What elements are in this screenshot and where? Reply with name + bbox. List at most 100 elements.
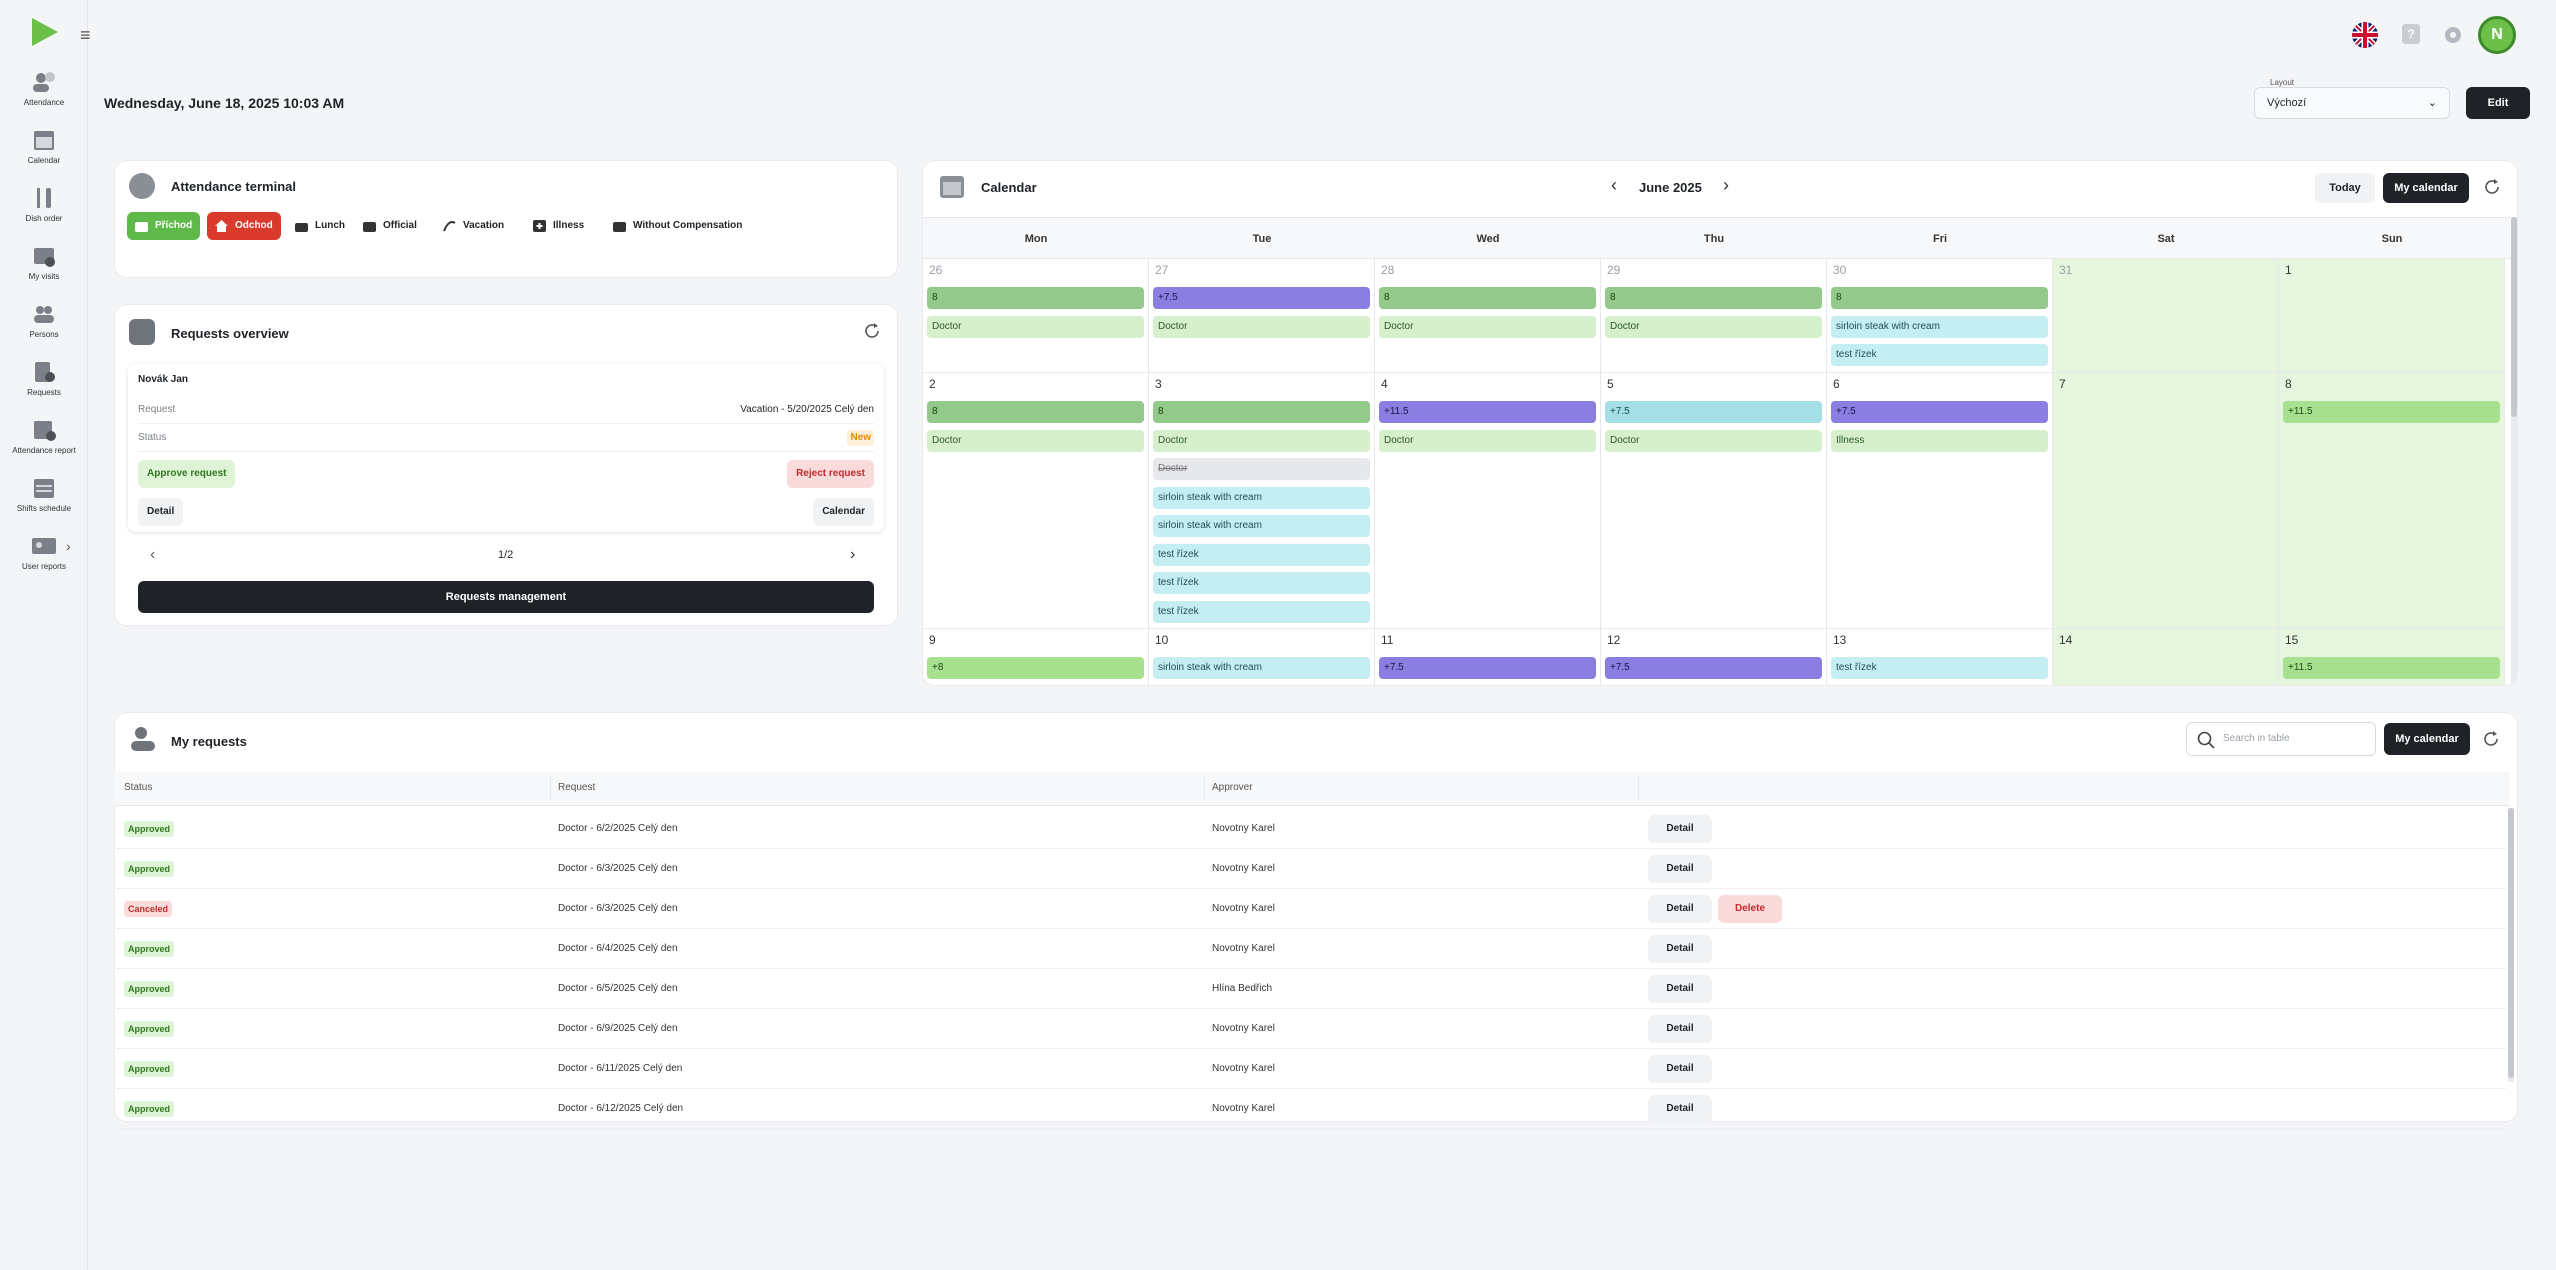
delete-button[interactable]: Delete <box>1718 895 1782 923</box>
calendar-day-cell[interactable]: 6 +7.5 Illness <box>1827 373 2053 629</box>
table-scrollbar[interactable] <box>2508 808 2514 1082</box>
app-logo-icon[interactable] <box>28 16 60 48</box>
column-header-approver[interactable]: Approver <box>1212 782 1253 793</box>
detail-button[interactable]: Detail <box>1648 1015 1712 1043</box>
departure-button[interactable]: Odchod <box>207 212 281 240</box>
calendar-day-cell[interactable]: 31 <box>2053 259 2279 373</box>
calendar-event[interactable]: sirloin steak with cream <box>1831 315 2048 338</box>
detail-button[interactable]: Detail <box>1648 815 1712 843</box>
calendar-event[interactable]: Doctor <box>1379 315 1596 338</box>
calendar-day-cell[interactable]: 29 8 Doctor <box>1601 259 1827 373</box>
search-input[interactable]: Search in table <box>2186 722 2376 756</box>
calendar-day-cell[interactable]: 1 <box>2279 259 2505 373</box>
calendar-event[interactable]: Doctor <box>1379 429 1596 452</box>
sidebar-item-requests[interactable]: Requests <box>0 360 88 397</box>
approve-request-button[interactable]: Approve request <box>138 460 236 488</box>
illness-button[interactable]: Illness <box>525 212 592 240</box>
arrival-button[interactable]: Příchod <box>127 212 201 240</box>
sidebar-item-persons[interactable]: Persons <box>0 302 88 339</box>
calendar-day-cell[interactable]: 28 8 Doctor <box>1375 259 1601 373</box>
my-calendar-button[interactable]: My calendar <box>2384 723 2470 755</box>
calendar-event[interactable]: Doctor <box>1153 458 1370 480</box>
detail-button[interactable]: Detail <box>1648 1095 1712 1123</box>
request-calendar-button[interactable]: Calendar <box>813 498 874 526</box>
column-header-request[interactable]: Request <box>558 782 596 793</box>
reject-request-button[interactable]: Reject request <box>787 460 874 488</box>
calendar-day-cell[interactable]: 11 +7.5 <box>1375 629 1601 685</box>
detail-button[interactable]: Detail <box>1648 1055 1712 1083</box>
calendar-day-cell[interactable]: 26 8 Doctor <box>923 259 1149 373</box>
calendar-event[interactable]: Doctor <box>1605 315 1822 338</box>
detail-button[interactable]: Detail <box>1648 895 1712 923</box>
sidebar-item-dish-order[interactable]: Dish order <box>0 186 88 223</box>
calendar-event[interactable]: +7.5 <box>1153 287 1370 309</box>
pager-prev-icon[interactable]: ‹ <box>150 546 156 563</box>
calendar-event[interactable]: +11.5 <box>2283 657 2500 679</box>
calendar-day-cell[interactable]: 5 +7.5 Doctor <box>1601 373 1827 629</box>
layout-select[interactable]: Výchozí ⌄ <box>2254 87 2450 119</box>
request-detail-button[interactable]: Detail <box>138 498 184 526</box>
calendar-event[interactable]: +11.5 <box>1379 401 1596 423</box>
help-icon[interactable]: ? <box>2402 24 2420 44</box>
calendar-event[interactable]: Doctor <box>927 429 1144 452</box>
next-month-icon[interactable]: › <box>1723 175 1729 195</box>
calendar-event[interactable]: +7.5 <box>1605 401 1822 423</box>
calendar-event[interactable]: 8 <box>1379 287 1596 309</box>
sidebar-item-attendance[interactable]: Attendance <box>0 70 88 107</box>
refresh-icon[interactable] <box>863 322 881 340</box>
calendar-event[interactable]: sirloin steak with cream <box>1153 486 1370 509</box>
calendar-day-cell[interactable]: 12 +7.5 <box>1601 629 1827 685</box>
sidebar-item-user-reports[interactable]: User reports › <box>0 534 88 571</box>
lunch-button[interactable]: Lunch <box>287 212 353 240</box>
calendar-event[interactable]: +8 <box>927 657 1144 679</box>
calendar-event[interactable]: Doctor <box>1153 429 1370 452</box>
calendar-event[interactable]: test řízek <box>1153 600 1370 623</box>
calendar-event[interactable]: test řízek <box>1831 657 2048 679</box>
calendar-event[interactable]: test řízek <box>1153 572 1370 594</box>
uk-flag-icon[interactable] <box>2352 22 2378 48</box>
calendar-event[interactable]: Doctor <box>1605 429 1822 452</box>
calendar-event[interactable]: 8 <box>1831 287 2048 309</box>
refresh-icon[interactable] <box>2483 178 2501 196</box>
requests-management-button[interactable]: Requests management <box>138 581 874 613</box>
refresh-icon[interactable] <box>2482 730 2500 748</box>
calendar-day-cell[interactable]: 13 test řízek <box>1827 629 2053 685</box>
calendar-day-cell[interactable]: 10 sirloin steak with cream <box>1149 629 1375 685</box>
calendar-event[interactable]: 8 <box>1605 287 1822 309</box>
today-button[interactable]: Today <box>2315 173 2375 203</box>
detail-button[interactable]: Detail <box>1648 935 1712 963</box>
calendar-day-cell[interactable]: 8 +11.5 <box>2279 373 2505 629</box>
sidebar-item-calendar[interactable]: Calendar <box>0 128 88 165</box>
calendar-day-cell[interactable]: 2 8 Doctor <box>923 373 1149 629</box>
calendar-day-cell[interactable]: 9 +8 <box>923 629 1149 685</box>
detail-button[interactable]: Detail <box>1648 855 1712 883</box>
menu-toggle-icon[interactable]: ≡ <box>80 25 91 45</box>
detail-button[interactable]: Detail <box>1648 975 1712 1003</box>
calendar-event[interactable]: 8 <box>1153 401 1370 423</box>
vacation-button[interactable]: Vacation <box>435 212 512 240</box>
column-header-status[interactable]: Status <box>124 782 153 793</box>
calendar-event[interactable]: +7.5 <box>1605 657 1822 679</box>
prev-month-icon[interactable]: ‹ <box>1611 175 1617 195</box>
calendar-day-cell[interactable]: 3 8 Doctor Doctor sirloin steak with cream si… <box>1149 373 1375 629</box>
chevron-right-icon[interactable]: › <box>66 538 71 554</box>
official-button[interactable]: Official <box>355 212 425 240</box>
edit-button[interactable]: Edit <box>2466 87 2530 119</box>
without-compensation-button[interactable]: Without Compensation <box>605 212 750 240</box>
calendar-event[interactable]: sirloin steak with cream <box>1153 657 1370 679</box>
calendar-day-cell[interactable]: 7 <box>2053 373 2279 629</box>
calendar-event[interactable]: Doctor <box>927 315 1144 338</box>
sidebar-item-attendance-report[interactable]: Attendance report <box>0 418 88 455</box>
calendar-event[interactable]: +11.5 <box>2283 401 2500 423</box>
calendar-event[interactable]: sirloin steak with cream <box>1153 515 1370 537</box>
avatar[interactable]: N <box>2478 16 2516 54</box>
calendar-event[interactable]: 8 <box>927 401 1144 423</box>
gear-icon[interactable] <box>2442 24 2464 46</box>
calendar-day-cell[interactable]: 30 8 sirloin steak with cream test řízek <box>1827 259 2053 373</box>
calendar-day-cell[interactable]: 27 +7.5 Doctor <box>1149 259 1375 373</box>
sidebar-item-my-visits[interactable]: My visits <box>0 244 88 281</box>
calendar-day-cell[interactable]: 4 +11.5 Doctor <box>1375 373 1601 629</box>
calendar-event[interactable]: +7.5 <box>1831 401 2048 423</box>
calendar-day-cell[interactable]: 15 +11.5 <box>2279 629 2505 685</box>
sidebar-item-shifts-schedule[interactable]: Shifts schedule <box>0 476 88 513</box>
